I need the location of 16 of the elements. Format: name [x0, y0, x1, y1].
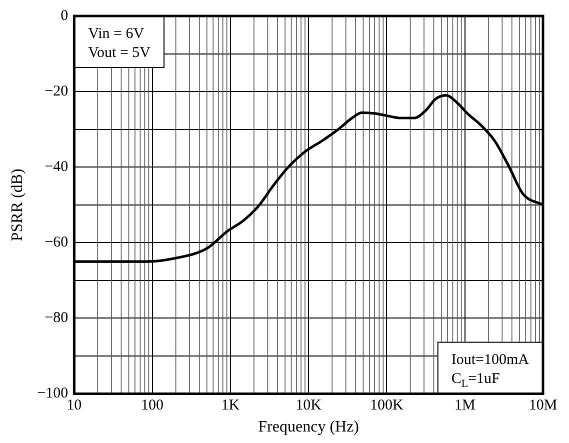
y-tick-label: −100: [37, 386, 68, 402]
annotation: Vin = 6V Vout = 5V: [88, 26, 151, 61]
x-tick-label: 10M: [528, 398, 558, 414]
x-tick-label: 1K: [221, 398, 240, 414]
x-tick-label: 100K: [370, 398, 404, 414]
y-tick-label: −60: [44, 234, 68, 251]
x-tick-label: 10: [66, 398, 82, 414]
y-tick-label: −20: [44, 83, 68, 100]
y-tick-label: −80: [44, 310, 68, 326]
x-tick-label: 1M: [454, 398, 476, 414]
y-tick-label: 0: [60, 8, 68, 24]
y-axis-title: PSRR (dB): [8, 168, 26, 242]
x-tick-label: 10K: [296, 398, 322, 414]
y-tick-label: −40: [44, 159, 68, 176]
x-tick-label: 100: [141, 398, 164, 414]
x-axis-title: Frequency (Hz): [258, 418, 359, 436]
